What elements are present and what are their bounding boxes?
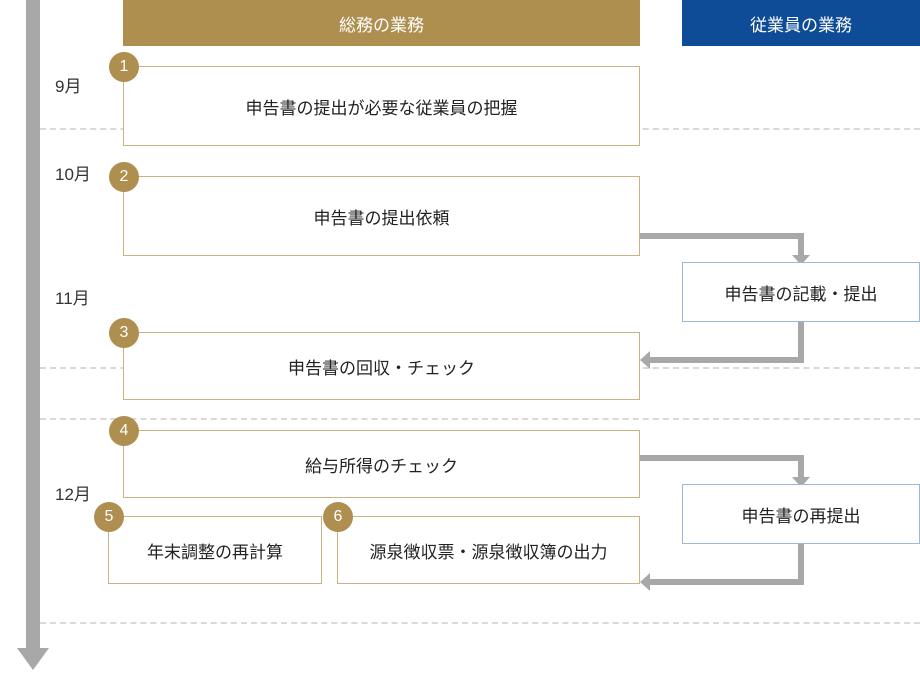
step-label-5: 年末調整の再計算 — [147, 538, 283, 563]
connector-arrow — [798, 233, 804, 255]
step-label-4: 給与所得のチェック — [305, 452, 458, 477]
step-num-1: 1 — [109, 52, 139, 82]
step-label-2: 申告書の提出依頼 — [314, 204, 450, 229]
month-label-9: 9月 — [55, 72, 81, 97]
step-label-3: 申告書の回収・チェック — [288, 354, 475, 379]
connector-arrow — [798, 455, 804, 477]
step-box-1: 1 申告書の提出が必要な従業員の把握 — [123, 66, 640, 146]
connector-arrow — [650, 357, 804, 363]
dash-line — [40, 418, 920, 420]
timeline-arrow — [26, 0, 40, 648]
step-box-4: 4 給与所得のチェック — [123, 430, 640, 498]
connector — [640, 455, 801, 461]
employee-box-2: 申告書の再提出 — [682, 484, 920, 544]
header-soumu: 総務の業務 — [123, 0, 640, 46]
step-num-5: 5 — [94, 502, 124, 532]
month-label-11: 11月 — [55, 284, 90, 309]
employee-label-2: 申告書の再提出 — [742, 502, 861, 527]
step-box-2: 2 申告書の提出依頼 — [123, 176, 640, 256]
step-label-6: 源泉徴収票・源泉徴収簿の出力 — [370, 538, 608, 563]
step-num-3: 3 — [109, 318, 139, 348]
month-label-12: 12月 — [55, 480, 91, 505]
month-label-10: 10月 — [55, 160, 91, 185]
header-row: 総務の業務 従業員の業務 — [0, 0, 920, 46]
step-num-2: 2 — [109, 162, 139, 192]
step-box-5: 5 年末調整の再計算 — [108, 516, 322, 584]
dash-line — [40, 622, 920, 624]
employee-label-1: 申告書の記載・提出 — [725, 280, 878, 305]
connector — [798, 322, 804, 362]
step-box-6: 6 源泉徴収票・源泉徴収簿の出力 — [337, 516, 640, 584]
step-box-3: 3 申告書の回収・チェック — [123, 332, 640, 400]
header-employee: 従業員の業務 — [682, 0, 920, 46]
step-num-6: 6 — [323, 502, 353, 532]
employee-box-1: 申告書の記載・提出 — [682, 262, 920, 322]
step-num-4: 4 — [109, 416, 139, 446]
step-label-1: 申告書の提出が必要な従業員の把握 — [246, 94, 518, 119]
connector-arrow — [650, 579, 804, 585]
connector — [798, 544, 804, 584]
connector — [640, 233, 801, 239]
